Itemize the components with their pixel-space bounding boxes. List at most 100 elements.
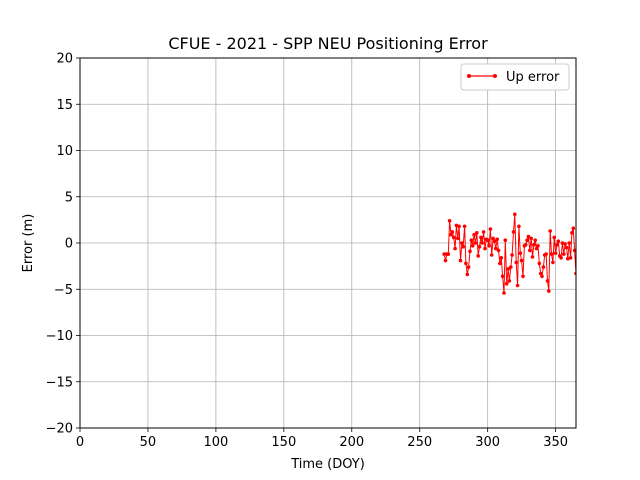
x-tick-label: 250: [407, 435, 432, 450]
data-point: [567, 241, 571, 245]
data-point: [489, 253, 494, 257]
y-axis-label: Error (m): [21, 214, 36, 273]
data-point: [556, 239, 561, 243]
x-tick-label: 200: [339, 435, 364, 450]
data-point: [450, 230, 455, 234]
data-point: [488, 227, 493, 231]
data-point: [472, 232, 476, 237]
data-point: [451, 235, 456, 240]
chart-title: CFUE - 2021 - SPP NEU Positioning Error: [168, 34, 488, 53]
x-tick-label: 150: [271, 435, 296, 450]
data-point: [562, 252, 566, 256]
data-point: [521, 274, 525, 279]
data-point: [470, 244, 475, 248]
x-tick-label: 50: [140, 435, 157, 450]
data-point: [498, 261, 502, 266]
data-point: [551, 260, 555, 265]
legend-box: [460, 63, 570, 91]
data-point: [507, 279, 512, 283]
data-point: [519, 258, 524, 263]
data-point: [534, 246, 539, 251]
data-point: [492, 239, 497, 243]
data-point: [564, 245, 569, 250]
data-point: [515, 283, 520, 288]
x-axis-label: Time (DOY): [290, 457, 365, 472]
data-point: [487, 244, 491, 248]
data-point: [456, 236, 460, 241]
data-point: [547, 289, 551, 293]
data-point: [526, 234, 531, 239]
data-point: [453, 246, 457, 251]
data-point: [481, 230, 486, 234]
x-tick-label: 300: [475, 435, 500, 450]
data-point: [465, 272, 470, 277]
data-point: [503, 238, 508, 242]
data-point: [545, 279, 550, 283]
data-point: [480, 241, 485, 245]
data-point: [563, 242, 567, 246]
data-point: [525, 238, 529, 242]
data-point: [540, 274, 544, 279]
data-point: [530, 255, 535, 259]
data-point: [464, 261, 468, 266]
data-point: [443, 258, 448, 263]
data-point: [506, 267, 510, 271]
data-point: [476, 254, 481, 258]
data-point: [514, 260, 518, 265]
data-point: [491, 236, 495, 241]
data-point: [523, 243, 528, 247]
y-tick-label: −5: [54, 283, 73, 298]
x-tick-label: 350: [543, 435, 568, 450]
data-point: [457, 224, 461, 229]
legend-marker-left: [467, 74, 471, 78]
data-point: [485, 238, 490, 242]
data-point: [442, 252, 447, 256]
data-point: [566, 256, 570, 261]
y-tick-label: −10: [46, 329, 73, 344]
legend-marker-right: [493, 74, 497, 78]
data-point: [446, 252, 451, 256]
data-point: [570, 231, 574, 235]
y-tick-label: −20: [46, 422, 73, 437]
data-point: [449, 232, 453, 237]
data-point: [568, 255, 573, 260]
data-point: [509, 265, 513, 269]
data-point: [529, 236, 533, 241]
data-point: [555, 243, 559, 247]
y-tick-label: 5: [65, 190, 73, 205]
axis-ticks: 0 50 100 150 200 250 300 350 −20 −15 −10 −5 0 5 10 15 20: [46, 52, 568, 451]
data-point: [469, 238, 474, 242]
data-point: [517, 224, 521, 229]
data-point: [460, 241, 464, 245]
y-tick-label: 10: [56, 144, 73, 159]
data-point: [510, 253, 514, 257]
data-point: [532, 243, 536, 247]
data-point: [528, 248, 532, 253]
data-point: [513, 212, 517, 217]
data-point: [477, 244, 482, 249]
data-point: [511, 230, 516, 234]
data-point: [479, 235, 483, 240]
y-tick-label: 15: [56, 98, 73, 113]
data-point: [468, 249, 472, 254]
data-point: [553, 251, 558, 255]
data-point: [533, 238, 537, 242]
data-point: [496, 248, 501, 253]
data-point: [572, 248, 576, 253]
x-tick-label: 100: [203, 435, 228, 450]
data-point: [500, 274, 505, 279]
data-point: [461, 244, 466, 249]
data-point: [502, 291, 506, 295]
data-point: [549, 252, 554, 256]
data-point: [559, 255, 563, 260]
data-point: [504, 281, 509, 286]
data-point: [536, 244, 540, 248]
data-point: [499, 255, 504, 260]
data-point: [544, 252, 548, 256]
series-layer: [442, 212, 576, 295]
data-point: [475, 231, 479, 235]
data-point: [537, 261, 542, 266]
data-point: [552, 235, 557, 240]
series-line-up-error: [443, 213, 576, 294]
